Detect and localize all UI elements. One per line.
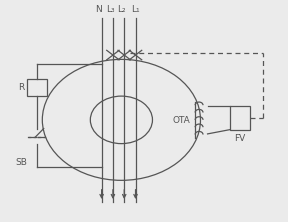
Text: L₃: L₃ xyxy=(106,5,114,14)
Text: OTA: OTA xyxy=(172,117,190,125)
Text: L₂: L₂ xyxy=(117,5,126,14)
Bar xyxy=(27,79,47,96)
Text: SB: SB xyxy=(15,158,27,167)
Text: FV: FV xyxy=(234,134,246,143)
Text: L₁: L₁ xyxy=(131,5,140,14)
Bar xyxy=(230,106,250,130)
Text: N: N xyxy=(95,5,102,14)
Text: R: R xyxy=(18,83,24,92)
